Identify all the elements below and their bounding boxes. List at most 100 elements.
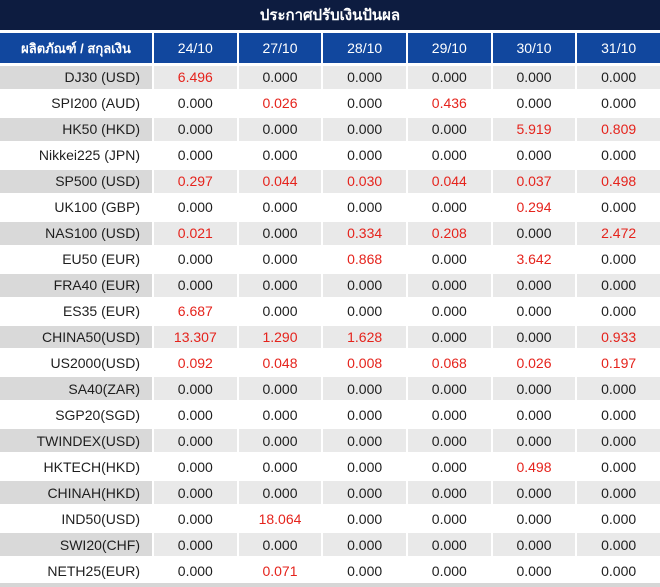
dividend-value: 0.000 <box>154 481 237 505</box>
dividend-value: 0.000 <box>407 533 491 557</box>
dividend-value: 0.000 <box>407 429 491 453</box>
dividend-value: 0.000 <box>238 273 322 297</box>
dividend-value: 0.037 <box>492 169 576 193</box>
row-label: UK100 (GBP) <box>0 195 152 219</box>
table-row: Nikkei225 (JPN) 0.000 0.000 0.000 0.000 0.000… <box>0 143 660 167</box>
dividend-value: 0.498 <box>577 169 660 193</box>
dividend-value: 0.000 <box>577 66 660 89</box>
dividend-value: 0.000 <box>577 481 660 505</box>
dividend-value: 0.030 <box>323 169 406 193</box>
dividend-value: 0.000 <box>492 325 576 349</box>
dividend-value: 0.000 <box>154 455 237 479</box>
dividend-value: 0.000 <box>577 273 660 297</box>
dividend-value: 0.000 <box>323 117 406 141</box>
dividend-value: 0.000 <box>238 481 322 505</box>
dividend-value: 0.000 <box>407 117 491 141</box>
row-label: DJ30 (USD) <box>0 66 152 89</box>
dividend-value: 0.000 <box>154 247 237 271</box>
row-label: SA40(ZAR) <box>0 377 152 401</box>
table-row: NAS100 (USD) 0.021 0.000 0.334 0.208 0.000 2.4… <box>0 221 660 245</box>
dividend-value: 0.000 <box>323 455 406 479</box>
dividend-value: 0.000 <box>323 533 406 557</box>
column-header-date: 29/10 <box>407 33 491 63</box>
row-label: HKTECH(HKD) <box>0 455 152 479</box>
dividend-value: 0.000 <box>492 377 576 401</box>
dividend-value: 0.000 <box>154 273 237 297</box>
row-label: FRA40 (EUR) <box>0 273 152 297</box>
dividend-value: 0.000 <box>492 559 576 582</box>
dividend-value: 0.000 <box>323 66 406 89</box>
dividend-value: 0.000 <box>154 559 237 582</box>
dividend-value: 0.000 <box>154 533 237 557</box>
dividend-value: 0.000 <box>323 403 406 427</box>
dividend-value: 0.000 <box>577 455 660 479</box>
table-row: SWI20(CHF) 0.000 0.000 0.000 0.000 0.000 0.000 <box>0 533 660 557</box>
dividend-value: 0.000 <box>407 377 491 401</box>
dividend-value: 0.000 <box>577 429 660 453</box>
dividend-value: 0.000 <box>154 507 237 531</box>
dividend-value: 0.000 <box>407 481 491 505</box>
dividend-value: 0.048 <box>238 351 322 375</box>
dividend-value: 0.000 <box>492 273 576 297</box>
table-row: SGP20(SGD) 0.000 0.000 0.000 0.000 0.000 0.000 <box>0 403 660 427</box>
row-label: SPI200 (AUD) <box>0 91 152 115</box>
dividend-value: 0.000 <box>238 66 322 89</box>
dividend-value: 0.000 <box>323 377 406 401</box>
row-label: CHINAH(HKD) <box>0 481 152 505</box>
dividend-value: 0.297 <box>154 169 237 193</box>
dividend-value: 0.000 <box>154 143 237 167</box>
dividend-value: 0.000 <box>323 429 406 453</box>
row-label: SP500 (USD) <box>0 169 152 193</box>
column-header-date: 31/10 <box>577 33 660 63</box>
dividend-value: 0.000 <box>154 117 237 141</box>
dividend-value: 0.000 <box>407 273 491 297</box>
dividend-value: 0.000 <box>407 143 491 167</box>
dividend-value: 0.000 <box>323 91 406 115</box>
dividend-value: 0.000 <box>577 403 660 427</box>
dividend-value: 0.068 <box>407 351 491 375</box>
dividend-value: 0.000 <box>154 91 237 115</box>
table-row: ES35 (EUR) 6.687 0.000 0.000 0.000 0.000 0.000 <box>0 299 660 323</box>
table-row: US2000(USD) 0.092 0.048 0.008 0.068 0.026 0.19… <box>0 351 660 375</box>
dividend-value: 0.021 <box>154 221 237 245</box>
dividend-value: 0.000 <box>154 195 237 219</box>
dividend-value: 0.000 <box>407 455 491 479</box>
dividend-value: 0.000 <box>407 403 491 427</box>
table-row: HK50 (HKD) 0.000 0.000 0.000 0.000 5.919 0.809 <box>0 117 660 141</box>
dividend-value: 0.000 <box>492 403 576 427</box>
row-label: SWI20(CHF) <box>0 533 152 557</box>
dividend-value: 0.000 <box>577 91 660 115</box>
page-title: ประกาศปรับเงินปันผล <box>0 0 660 30</box>
dividend-value: 0.000 <box>407 195 491 219</box>
dividend-value: 0.197 <box>577 351 660 375</box>
dividend-value: 0.498 <box>492 455 576 479</box>
dividend-value: 0.000 <box>238 221 322 245</box>
dividend-value: 5.919 <box>492 117 576 141</box>
dividend-value: 0.294 <box>492 195 576 219</box>
dividend-value: 0.000 <box>492 299 576 323</box>
column-header-date: 28/10 <box>323 33 406 63</box>
dividend-value: 0.000 <box>492 66 576 89</box>
dividend-value: 1.628 <box>323 325 406 349</box>
dividend-value: 0.000 <box>407 507 491 531</box>
dividend-value: 0.000 <box>577 143 660 167</box>
dividend-value: 6.496 <box>154 66 237 89</box>
row-label: CHINA50(USD) <box>0 325 152 349</box>
table-row: CHINAH(HKD) 0.000 0.000 0.000 0.000 0.000 0.00… <box>0 481 660 505</box>
table-row: IND50(USD) 0.000 18.064 0.000 0.000 0.000 0.00… <box>0 507 660 531</box>
table-body: DJ30 (USD) 6.496 0.000 0.000 0.000 0.000 0.000… <box>0 66 660 582</box>
dividend-value: 0.000 <box>154 429 237 453</box>
dividend-value: 0.000 <box>577 377 660 401</box>
dividend-value: 0.026 <box>492 351 576 375</box>
dividend-value: 0.000 <box>577 507 660 531</box>
dividend-value: 0.000 <box>323 559 406 582</box>
dividend-value: 0.000 <box>492 91 576 115</box>
dividend-value: 0.436 <box>407 91 491 115</box>
dividend-value: 0.000 <box>577 195 660 219</box>
table-row: NETH25(EUR) 0.000 0.071 0.000 0.000 0.000 0.00… <box>0 559 660 582</box>
row-label: US2000(USD) <box>0 351 152 375</box>
dividend-value: 0.092 <box>154 351 237 375</box>
row-label: NAS100 (USD) <box>0 221 152 245</box>
dividend-value: 0.868 <box>323 247 406 271</box>
table-row: DJ30 (USD) 6.496 0.000 0.000 0.000 0.000 0.000 <box>0 66 660 89</box>
